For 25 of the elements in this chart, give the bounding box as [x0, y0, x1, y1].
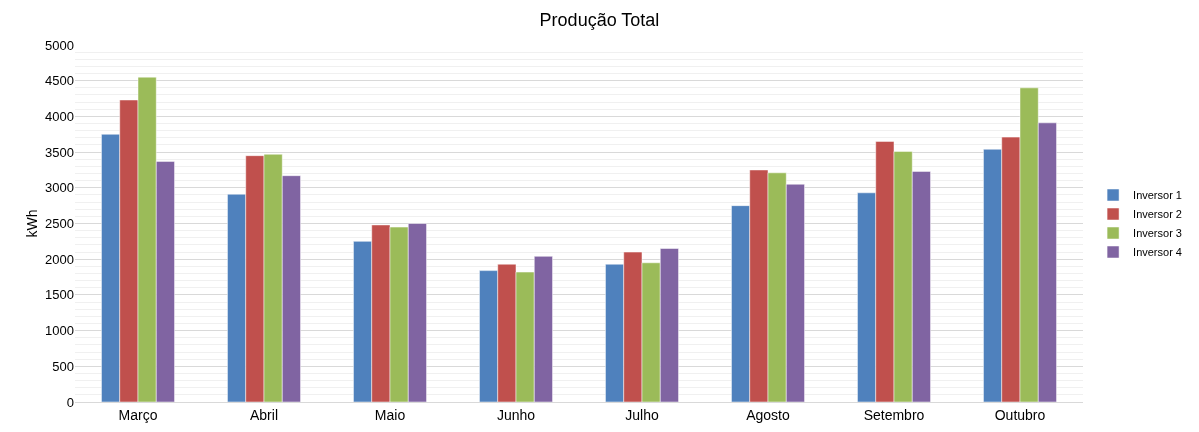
- y-tick-label: 2000: [45, 251, 74, 267]
- y-tick-label: 1000: [45, 323, 74, 339]
- y-tick-label: 3500: [45, 144, 74, 160]
- y-axis-title: kWh: [24, 209, 40, 238]
- y-tick-label: 2500: [45, 216, 74, 232]
- x-tick-label: Julho: [625, 406, 659, 423]
- y-tick-label: 5000: [45, 37, 74, 53]
- legend-label: Inversor 1: [1133, 189, 1182, 202]
- legend-label: Inversor 3: [1133, 227, 1182, 240]
- y-tick-label: 1500: [45, 287, 74, 303]
- chart-title: Produção Total: [539, 9, 660, 30]
- x-tick-label: Setembro: [863, 406, 925, 423]
- x-tick-label: Outubro: [994, 406, 1046, 423]
- y-tick-label: 4500: [45, 73, 74, 89]
- y-tick-label: 4000: [45, 108, 74, 124]
- y-tick-label: 0: [66, 394, 74, 410]
- y-tick-label: 3000: [45, 180, 74, 196]
- y-tick-label: 500: [52, 358, 74, 374]
- x-tick-label: Março: [118, 406, 158, 423]
- legend-label: Inversor 4: [1133, 246, 1182, 259]
- legend-label: Inversor 2: [1133, 208, 1182, 221]
- x-tick-label: Agosto: [746, 406, 790, 423]
- x-tick-label: Junho: [496, 406, 536, 423]
- x-tick-label: Maio: [374, 406, 406, 423]
- x-tick-label: Abril: [249, 406, 279, 423]
